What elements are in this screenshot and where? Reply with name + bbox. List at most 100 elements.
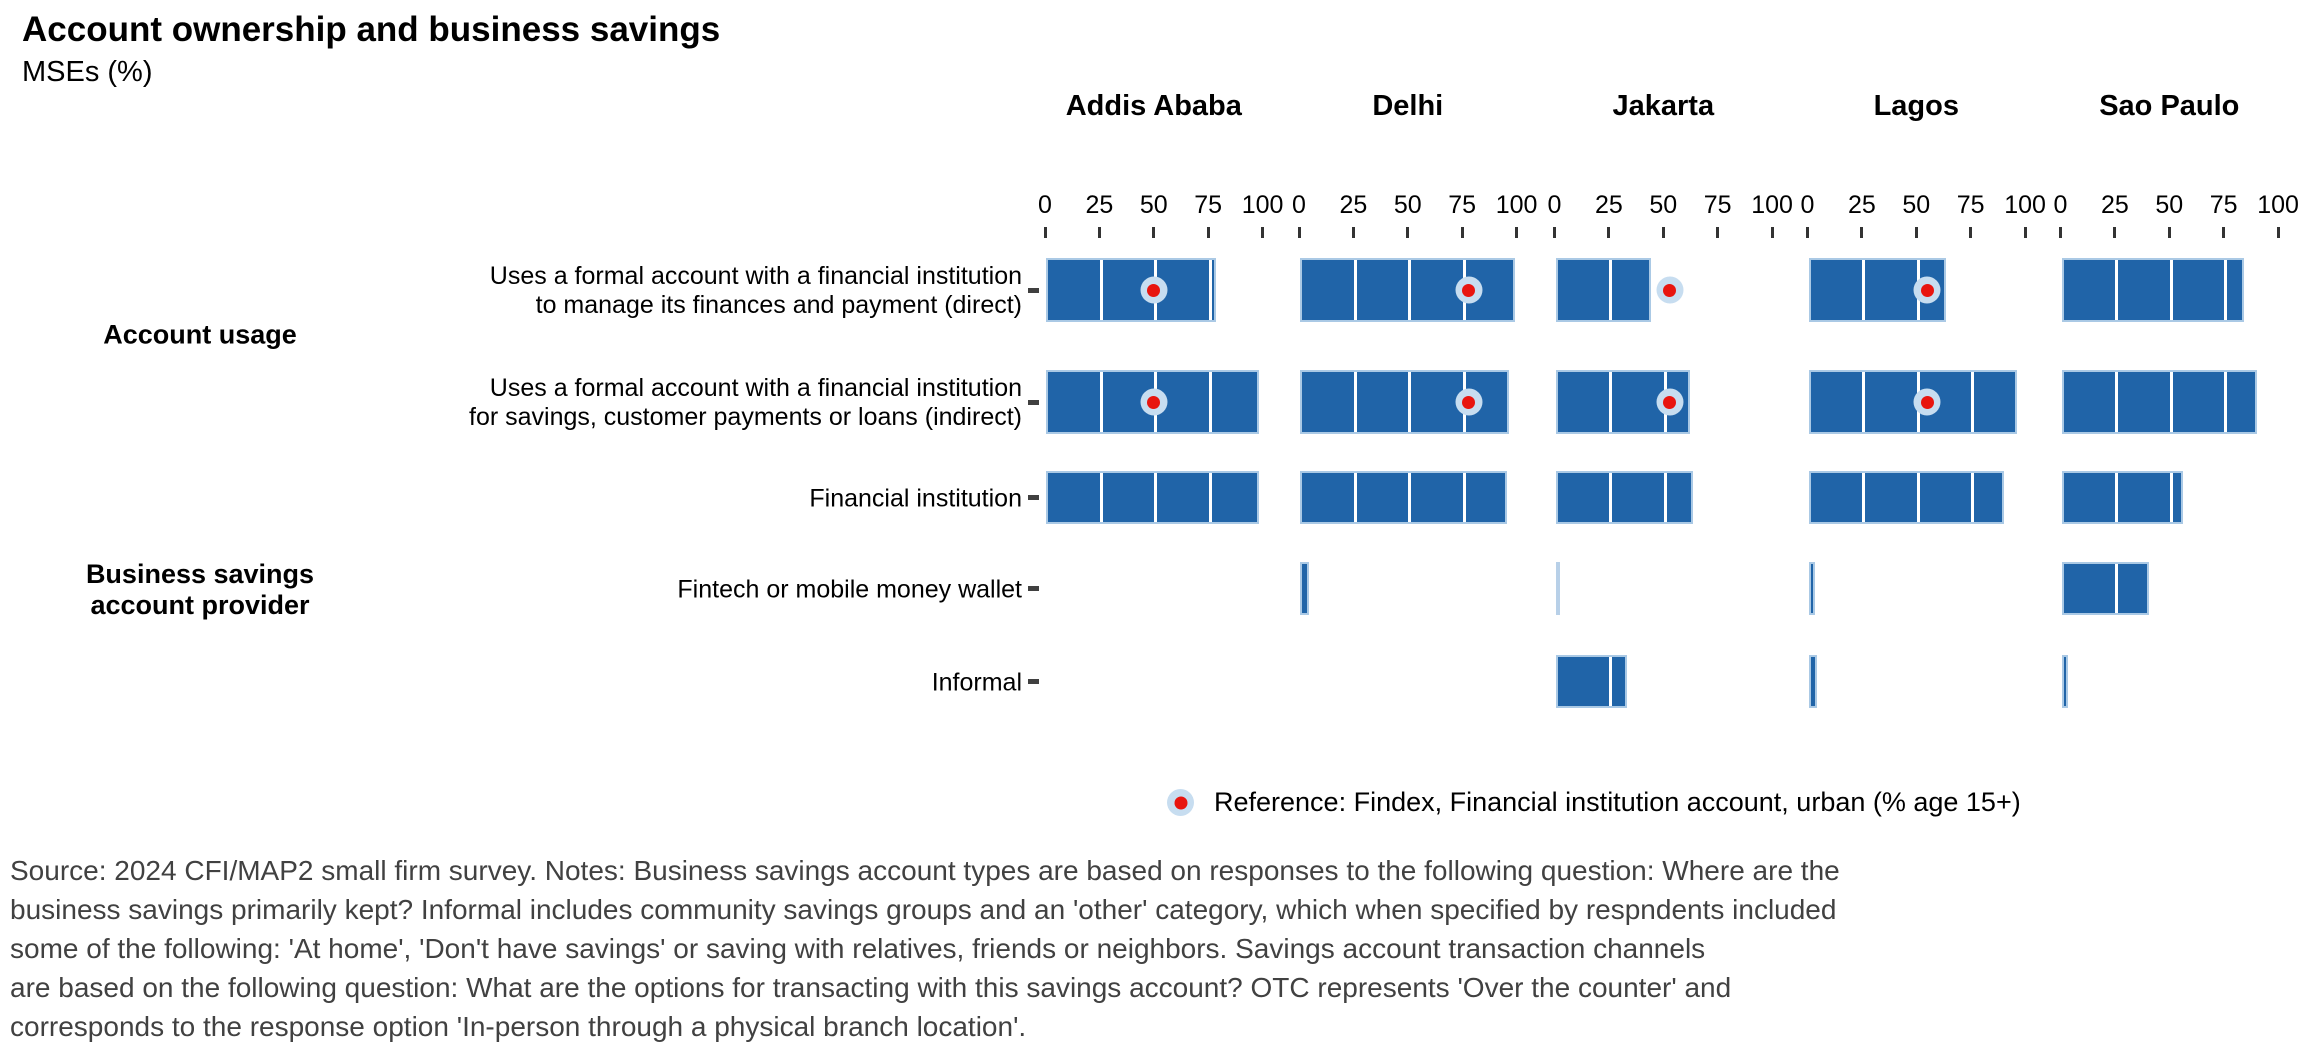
axis-tick-mark [1406,227,1410,238]
row-label-line: Informal [931,668,1022,696]
gridline-over-bar [1208,473,1212,522]
axis-tick-label: 25 [1594,191,1623,219]
gridline-over-bar [1099,260,1103,320]
axis-tick-mark [1770,227,1774,238]
gridline-over-bar [1353,473,1357,522]
axis-tick-label: 75 [1448,191,1477,219]
axis-tick-mark [1515,227,1519,238]
axis-tick-mark [1351,227,1355,238]
source-notes-line: business savings primarily kept? Informa… [10,894,1837,925]
bar-sao-paulo [2061,471,2184,524]
gridline-over-bar [1462,473,1466,522]
axis-tick-label: 50 [2155,191,2184,219]
axis-tick-mark [1914,227,1918,238]
row-label-line: to manage its finances and payment (dire… [535,291,1022,319]
city-header-sao-paulo: Sao Paulo [2099,90,2240,122]
axis-tick-mark [1152,227,1156,238]
gridline-over-bar [2115,564,2119,613]
bar-lagos [1808,655,1818,708]
city-header-addis-ababa: Addis Ababa [1065,90,1242,122]
reference-dot-inner [1462,283,1476,297]
city-header-delhi: Delhi [1372,90,1444,122]
gridline-over-bar [2115,473,2119,522]
axis-tick-mark [1553,227,1556,238]
source-notes-line: Source: 2024 CFI/MAP2 small firm survey.… [10,855,1840,886]
source-notes-line: are based on the following question: Wha… [10,972,1732,1003]
axis-tick-label: 0 [2053,191,2068,219]
legend-label: Reference: Findex, Financial institution… [1214,787,2021,817]
gridline-over-bar [2169,372,2173,432]
axis-tick-mark [2023,227,2027,238]
axis-tick-label: 25 [2100,191,2129,219]
axis-tick-mark [2222,227,2226,238]
axis-tick-mark [1206,227,1210,238]
row-label: Financial institution [809,484,1022,513]
bar-sao-paulo [2061,562,2149,615]
row-label-line: Uses a formal account with a financial i… [489,374,1022,402]
gridline-over-bar [1609,372,1613,432]
row-label-line: Uses a formal account with a financial i… [489,262,1022,290]
axis-tick-label: 25 [1339,191,1368,219]
axis-tick-mark [2167,227,2171,238]
reference-dot-icon [1167,789,1194,816]
bar-lagos [1808,562,1816,615]
row-label: Informal [932,668,1022,697]
gridline-over-bar [1099,372,1103,432]
row-label-line: Fintech or mobile money wallet [677,575,1022,603]
reference-dot-addis-ababa [1140,388,1168,416]
page-title: Account ownership and business savings [22,10,721,49]
axis-tick-label: 0 [1800,191,1815,219]
axis-tick-label: 50 [1139,191,1168,219]
gridline-over-bar [2169,473,2173,522]
axis-tick-label: 25 [1085,191,1114,219]
bar-lagos [1808,471,2005,524]
axis-tick-label: 75 [1703,191,1732,219]
axis-tick-label: 0 [1547,191,1562,219]
axis-tick-mark [1261,227,1265,238]
axis-tick-label: 25 [1847,191,1876,219]
axis-tick-label: 75 [1956,191,1985,219]
axis-tick-label: 50 [1649,191,1678,219]
row-label: Uses a formal account with a financial i… [469,374,1022,432]
axis-tick-label: 75 [1194,191,1223,219]
section-label-line: account provider [90,590,310,620]
section-label-line: Account usage [103,319,297,350]
axis-tick-mark [1716,227,1720,238]
gridline-over-bar [1862,473,1866,522]
bar-delhi [1300,471,1507,524]
row-tick-dash [1028,287,1039,293]
gridline-over-bar [1208,372,1212,432]
bar-sao-paulo [2061,370,2258,434]
reference-dot-inner [1147,283,1161,297]
gridline-over-bar [1353,260,1357,320]
reference-dot-inner [1920,395,1934,409]
axis-tick-label: 50 [1902,191,1931,219]
gridline-over-bar [2115,372,2119,432]
axis-tick-label: 100 [1495,191,1538,219]
bar-sao-paulo [2061,258,2245,322]
row-tick-dash [1028,495,1039,500]
axis-tick-label: 100 [2004,191,2046,219]
row-tick-dash [1028,586,1039,591]
reference-dot-delhi [1455,276,1483,304]
reference-dot-lagos [1913,276,1941,304]
axis-tick-label: 0 [1038,191,1052,219]
axis-tick-mark [1043,227,1047,238]
gridline-over-bar [1408,372,1412,432]
reference-dot-inner [1920,283,1934,297]
axis-tick-mark [1969,227,1973,238]
gridline-over-bar [1353,372,1357,432]
axis-tick-mark [1297,227,1301,238]
axis-tick-label: 100 [1241,191,1284,219]
gridline-over-bar [2224,372,2228,432]
axis-tick-mark [1806,227,1809,238]
source-notes-line: some of the following: 'At home', 'Don't… [10,933,1706,964]
source-notes: Source: 2024 CFI/MAP2 small firm survey.… [10,851,1840,1046]
gridline-over-bar [1099,473,1103,522]
reference-dot-inner [1462,395,1476,409]
row-label: Uses a formal account with a financial i… [490,262,1022,320]
gridline-over-bar [1609,473,1613,522]
reference-dot-inner [1147,395,1161,409]
gridline-over-bar [1408,260,1412,320]
gridline-over-bar [1208,260,1212,320]
